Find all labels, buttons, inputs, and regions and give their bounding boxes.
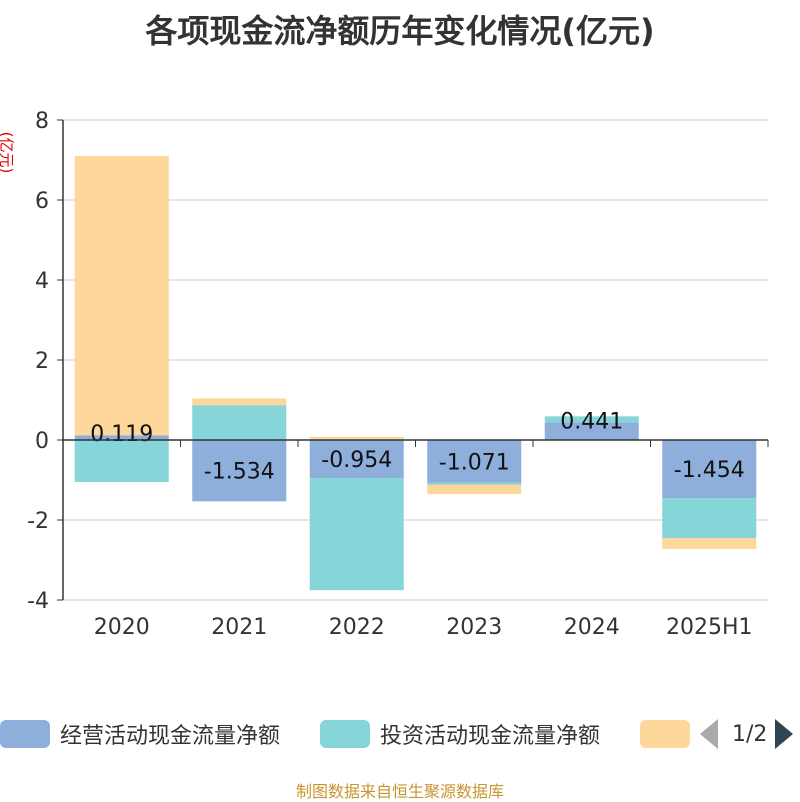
x-tick-label: 2025H1 [666,615,753,640]
x-tick-label: 2022 [329,615,385,640]
x-tick-label: 2020 [94,615,150,640]
bar-1-2020 [74,435,169,440]
data-label-2025H1: -1.454 [674,458,745,483]
chart-legend: 经营活动现金流量净额 投资活动现金流量净额 [0,716,800,752]
data-label-2020: 0.119 [90,422,153,447]
data-label-2023: -1.071 [439,450,510,475]
y-tick-label: -2 [27,509,49,534]
bar-2-2022 [309,478,404,591]
x-tick-label: 2021 [211,615,267,640]
data-label-2024: 0.441 [560,409,623,434]
bar-3-2022 [309,436,404,440]
x-tick-label: 2024 [564,615,620,640]
y-tick-label: 4 [35,269,49,294]
chart-title: 各项现金流净额历年变化情况(亿元) [145,12,655,50]
y-tick-label: -4 [27,589,49,614]
legend-swatch-operating [0,720,50,748]
bar-1-2022 [309,440,404,479]
y-tick-label: 8 [35,109,49,134]
data-label-2021: -1.534 [204,460,275,485]
y-tick-label: 2 [35,349,49,374]
bar-2-2023 [427,482,522,485]
bar-3-2021 [192,398,287,406]
bar-3-2025H1 [662,538,757,549]
source-note: 制图数据来自恒生聚源数据库 [295,782,504,801]
bar-1-2021 [192,440,287,502]
legend-label-investing: 投资活动现金流量净额 [380,724,601,749]
bar-1-2025H1 [662,440,757,499]
pager-next-icon[interactable] [775,719,794,749]
bar-2-2021 [192,405,287,440]
data-label-2022: -0.954 [321,448,392,473]
legend-item-investing[interactable]: 投资活动现金流量净额 [320,716,600,752]
legend-label-operating: 经营活动现金流量净额 [60,724,281,749]
bar-2-2020 [74,440,169,482]
y-tick-label: 0 [35,429,49,454]
legend-item-operating[interactable]: 经营活动现金流量净额 [0,716,280,752]
bar-1-2023 [427,440,522,483]
legend-pager: 1/2 [700,716,794,752]
legend-swatch-investing [320,720,370,748]
y-tick-label: 6 [35,189,49,214]
bar-3-2020 [74,156,169,436]
pager-text: 1/2 [732,721,768,747]
legend-item-financing[interactable] [640,716,700,752]
legend-swatch-financing [640,720,690,748]
bar-1-2024 [544,422,639,440]
bar-3-2023 [427,484,522,495]
x-tick-label: 2023 [446,615,502,640]
pager-prev-icon[interactable] [700,719,718,749]
bar-2-2024 [544,416,639,423]
cashflow-chart: 8 6 4 2 0 -2 -4 0.119 2020 -1.534 2021 -0.954 2022 -1… [27,109,769,640]
bar-2-2025H1 [662,498,757,539]
